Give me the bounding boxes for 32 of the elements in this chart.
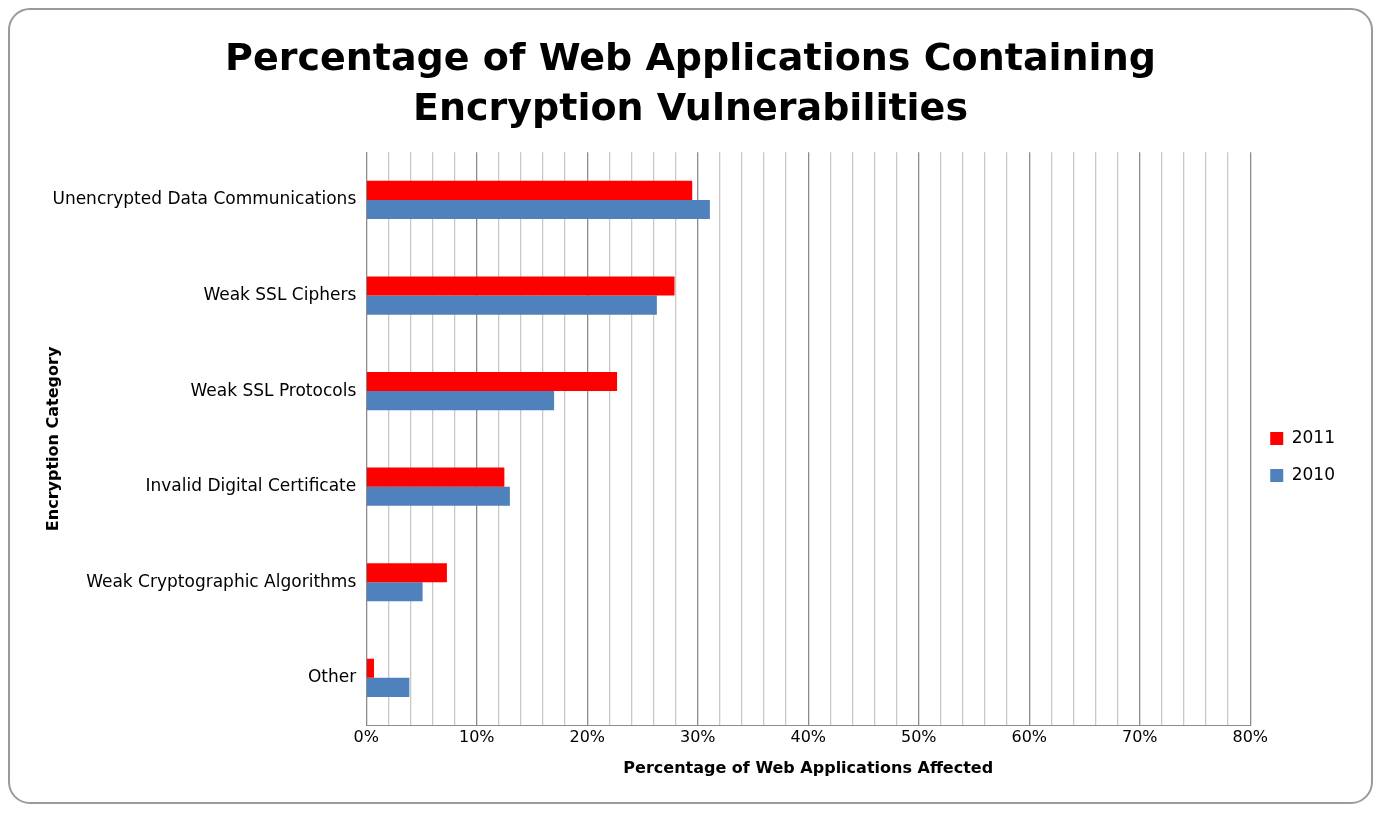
x-axis-title: Percentage of Web Applications Affected xyxy=(623,757,994,777)
bar xyxy=(366,563,447,583)
y-axis-title: Encryption Category xyxy=(42,346,62,532)
x-tick-label: 50% xyxy=(900,727,937,747)
x-tick-label: 70% xyxy=(1121,727,1158,747)
legend-label: 2010 xyxy=(1291,463,1335,484)
y-tick-label: Weak SSL Protocols xyxy=(190,379,357,400)
bar xyxy=(366,372,618,392)
y-tick-label: Invalid Digital Certificate xyxy=(145,475,357,496)
x-tick-label: 40% xyxy=(790,727,827,747)
bar xyxy=(366,582,423,602)
x-tick-label: 10% xyxy=(458,727,495,747)
x-tick-label: 80% xyxy=(1232,727,1269,747)
x-tick-label: 20% xyxy=(569,727,606,747)
x-tick-label: 0% xyxy=(353,727,379,747)
chart-title: Percentage of Web Applications Containing Encryption Vulnerabilities xyxy=(224,34,1157,131)
y-tick-label: Weak Cryptographic Algorithms xyxy=(86,570,357,591)
bar xyxy=(366,199,710,220)
y-tick-label: Weak SSL Ciphers xyxy=(203,283,357,304)
bar xyxy=(366,180,693,200)
bar xyxy=(366,276,675,296)
x-tick-label: 60% xyxy=(1011,727,1048,747)
bar xyxy=(366,295,657,315)
x-tick-label: 30% xyxy=(679,727,716,747)
bar xyxy=(366,467,505,487)
bar xyxy=(366,658,374,678)
bar xyxy=(366,486,510,506)
bar xyxy=(366,677,410,697)
y-tick-label: Unencrypted Data Communications xyxy=(52,188,357,209)
y-tick-label: Other xyxy=(307,666,357,687)
legend-label: 2011 xyxy=(1291,426,1335,447)
bar xyxy=(366,391,555,411)
